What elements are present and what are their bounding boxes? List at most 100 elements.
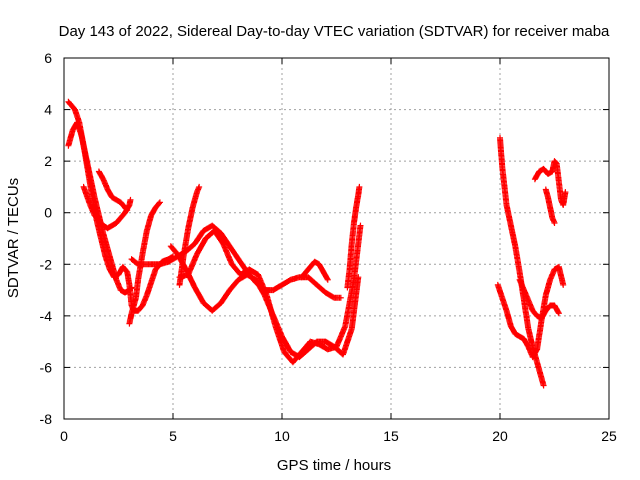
data-point-markers <box>185 205 196 232</box>
data-point-markers <box>289 350 304 366</box>
data-point-markers <box>555 263 566 287</box>
data-point-markers <box>132 278 141 301</box>
data-point <box>551 220 558 227</box>
data-point-markers <box>148 205 158 219</box>
data-point-markers <box>313 281 328 295</box>
data-point-markers <box>113 215 123 226</box>
data-point-markers <box>342 278 357 330</box>
data-point <box>562 189 569 196</box>
data-point-markers <box>117 210 128 221</box>
y-tick-label: -2 <box>40 256 53 272</box>
data-point-markers <box>226 243 241 262</box>
data-point <box>555 310 562 317</box>
data-point <box>337 294 344 301</box>
data-point-markers <box>191 284 206 305</box>
data-point-markers <box>122 204 130 213</box>
data-point-markers <box>553 160 562 184</box>
series-sat-n <box>516 276 562 322</box>
data-point-markers <box>226 277 241 294</box>
data-point-markers <box>211 227 226 246</box>
data-point-markers <box>512 330 522 339</box>
data-point-markers <box>353 193 362 211</box>
series-sat-l <box>497 134 547 389</box>
data-point-markers <box>255 271 270 297</box>
data-point <box>560 281 567 288</box>
data-point-markers <box>139 229 150 257</box>
y-axis-label: SDTVAR / TECUs <box>5 178 22 298</box>
data-point-markers <box>521 297 532 331</box>
data-point-markers <box>499 294 510 313</box>
data-point-markers <box>503 307 514 328</box>
data-point-markers <box>305 274 319 288</box>
data-point-markers <box>298 270 309 281</box>
data-point-markers <box>185 252 200 278</box>
data-point <box>124 207 131 214</box>
x-tick-label: 15 <box>383 428 399 444</box>
data-point-markers <box>516 333 526 342</box>
series-sat-j <box>298 258 331 283</box>
data-point-markers <box>100 230 111 251</box>
x-tick-label: 0 <box>60 428 68 444</box>
data-point-markers <box>529 307 540 318</box>
data-point-markers <box>143 213 154 234</box>
data-point-markers <box>165 254 180 265</box>
series-sat-m <box>494 263 567 361</box>
data-point-markers <box>551 158 559 166</box>
data-point-markers <box>298 339 313 355</box>
data-point <box>324 276 331 283</box>
data-point-markers <box>263 292 279 328</box>
data-point-markers <box>350 224 364 283</box>
series-sat-f <box>128 222 344 301</box>
data-point-markers <box>542 278 553 299</box>
data-point-markers <box>512 243 523 274</box>
data-point-markers <box>91 212 101 223</box>
data-point-markers <box>348 221 357 247</box>
data-point-markers <box>346 242 355 273</box>
data-point-markers <box>135 252 146 283</box>
data-point-markers <box>104 223 114 232</box>
data-point <box>196 183 203 190</box>
data-point-markers <box>218 230 232 249</box>
data-point-markers <box>507 222 518 248</box>
data-point-markers <box>167 243 180 256</box>
data-point-markers <box>209 222 223 236</box>
y-tick-label: 4 <box>44 102 52 118</box>
data-point-markers <box>194 236 208 257</box>
data-point-markers <box>104 186 115 200</box>
data-point-markers <box>270 282 284 294</box>
x-tick-label: 5 <box>169 428 177 444</box>
x-tick-label: 20 <box>492 428 508 444</box>
y-tick-label: -8 <box>40 411 53 427</box>
data-point-markers <box>65 128 76 149</box>
data-point-markers <box>333 324 348 350</box>
data-point-markers <box>499 163 510 207</box>
y-tick-label: 2 <box>44 153 52 169</box>
data-point-markers <box>281 349 295 365</box>
data-point-markers <box>279 333 293 354</box>
data-point-markers <box>350 205 359 226</box>
data-point-markers <box>80 183 93 207</box>
data-point-markers <box>507 323 518 336</box>
y-tick-label: -6 <box>40 359 53 375</box>
y-tick-label: -4 <box>40 308 53 324</box>
data-point-markers <box>218 288 232 306</box>
data-point-markers <box>128 256 140 267</box>
data-point-markers <box>272 323 287 354</box>
x-tick-label: 10 <box>274 428 290 444</box>
data-point <box>356 183 363 190</box>
data-point-markers <box>531 169 542 183</box>
data-point-markers <box>135 303 145 314</box>
series-sat-o <box>531 158 569 208</box>
data-point-markers <box>119 263 130 274</box>
data-point-markers <box>209 300 223 314</box>
data-point <box>127 196 134 203</box>
data-point-markers <box>65 98 73 107</box>
data-point-markers <box>551 302 562 316</box>
data-point-markers <box>67 101 77 112</box>
data-point-markers <box>311 258 321 267</box>
data-point-markers <box>497 134 506 168</box>
data-point-markers <box>494 281 505 300</box>
x-axis-label: GPS time / hours <box>277 457 391 474</box>
data-point-markers <box>534 359 545 380</box>
